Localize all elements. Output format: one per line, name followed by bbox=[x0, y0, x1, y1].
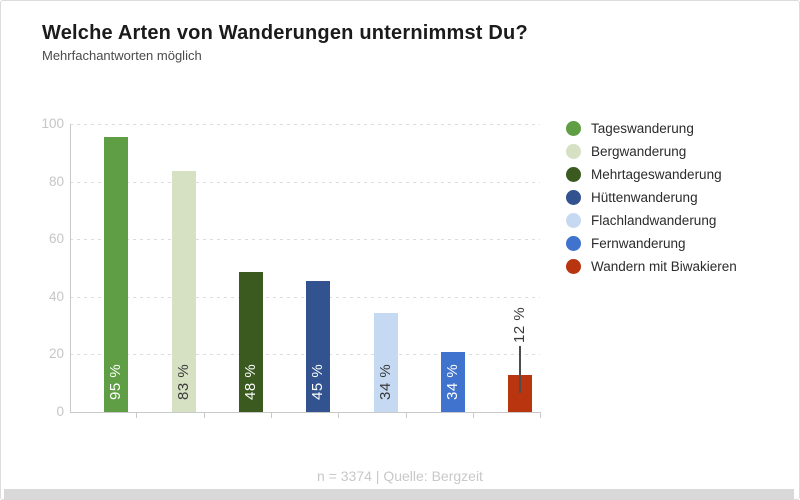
legend-label-mehrtageswanderung: Mehrtageswanderung bbox=[591, 167, 722, 182]
x-axis-line bbox=[70, 411, 541, 413]
y-axis-label-100: 100 bbox=[41, 116, 64, 131]
bar-value-label-hüttenwanderung: 45 % bbox=[309, 363, 327, 400]
bar-mehrtageswanderung[interactable] bbox=[238, 272, 263, 412]
bar-bergwanderung[interactable] bbox=[171, 171, 196, 412]
bottom-scroll-strip bbox=[4, 489, 794, 500]
y-axis-label-0: 0 bbox=[56, 403, 64, 419]
x-axis-tick bbox=[338, 412, 340, 418]
legend-swatch-fernwanderung-icon bbox=[566, 236, 581, 251]
gridline-80 bbox=[70, 181, 540, 183]
bar-value-label-bergwanderung: 83 % bbox=[174, 363, 192, 400]
y-axis-line bbox=[70, 124, 71, 412]
legend-label-tageswanderung: Tageswanderung bbox=[591, 121, 694, 136]
chart-title: Welche Arten von Wanderungen unternimmst… bbox=[42, 22, 528, 44]
chart-subtitle: Mehrfachantworten möglich bbox=[42, 48, 202, 63]
y-axis-label-60: 60 bbox=[48, 231, 64, 247]
legend-swatch-wandern-mit-biwakieren-icon bbox=[566, 259, 581, 274]
legend-item-bergwanderung: Bergwanderung bbox=[566, 140, 737, 163]
y-axis-label-20: 20 bbox=[48, 346, 64, 362]
x-axis-tick bbox=[540, 412, 542, 418]
bar-flachlandwanderung[interactable] bbox=[373, 312, 398, 412]
bar-hüttenwanderung[interactable] bbox=[306, 281, 331, 412]
bar-value-label-wandern-mit-biwakieren: 12 % bbox=[511, 306, 529, 343]
bar-value-label-mehrtageswanderung: 48 % bbox=[241, 363, 259, 400]
legend-item-mehrtageswanderung: Mehrtageswanderung bbox=[566, 163, 737, 186]
x-axis-tick bbox=[405, 412, 407, 418]
y-axis-label-40: 40 bbox=[48, 288, 64, 304]
legend-item-wandern-mit-biwakieren: Wandern mit Biwakieren bbox=[566, 255, 737, 278]
legend-swatch-hüttenwanderung-icon bbox=[566, 190, 581, 205]
legend-label-hüttenwanderung: Hüttenwanderung bbox=[591, 190, 698, 205]
legend-label-bergwanderung: Bergwanderung bbox=[591, 144, 687, 159]
gridline-40 bbox=[70, 296, 540, 298]
x-axis-tick bbox=[136, 412, 138, 418]
x-axis-tick bbox=[270, 412, 272, 418]
legend-swatch-tageswanderung-icon bbox=[566, 121, 581, 136]
bar-value-label-fernwanderung: 34 % bbox=[443, 363, 461, 400]
source-note: n = 3374 | Quelle: Bergzeit bbox=[317, 468, 483, 484]
legend-swatch-mehrtageswanderung-icon bbox=[566, 167, 581, 182]
chart-legend: Tageswanderung Bergwanderung Mehrtageswand… bbox=[566, 117, 737, 278]
x-axis-tick bbox=[203, 412, 205, 418]
legend-label-wandern-mit-biwakieren: Wandern mit Biwakieren bbox=[591, 259, 737, 274]
gridline-60 bbox=[70, 239, 540, 241]
legend-item-tageswanderung: Tageswanderung bbox=[566, 117, 737, 140]
gridline-100 bbox=[70, 124, 540, 125]
bar-tageswanderung[interactable] bbox=[104, 136, 129, 412]
legend-item-flachlandwanderung: Flachlandwanderung bbox=[566, 209, 737, 232]
gridline-20 bbox=[70, 354, 540, 356]
legend-swatch-bergwanderung-icon bbox=[566, 144, 581, 159]
bar-value-label-flachlandwanderung: 34 % bbox=[376, 363, 394, 400]
bar-fernwanderung[interactable] bbox=[440, 352, 465, 412]
legend-label-fernwanderung: Fernwanderung bbox=[591, 236, 686, 251]
legend-item-hüttenwanderung: Hüttenwanderung bbox=[566, 186, 737, 209]
callout-line-wandern-mit-biwakieren bbox=[519, 345, 522, 393]
y-axis-label-80: 80 bbox=[48, 173, 64, 189]
legend-label-flachlandwanderung: Flachlandwanderung bbox=[591, 213, 717, 228]
x-axis-tick bbox=[472, 412, 474, 418]
bar-value-label-tageswanderung: 95 % bbox=[107, 363, 125, 400]
legend-item-fernwanderung: Fernwanderung bbox=[566, 232, 737, 255]
legend-swatch-flachlandwanderung-icon bbox=[566, 213, 581, 228]
